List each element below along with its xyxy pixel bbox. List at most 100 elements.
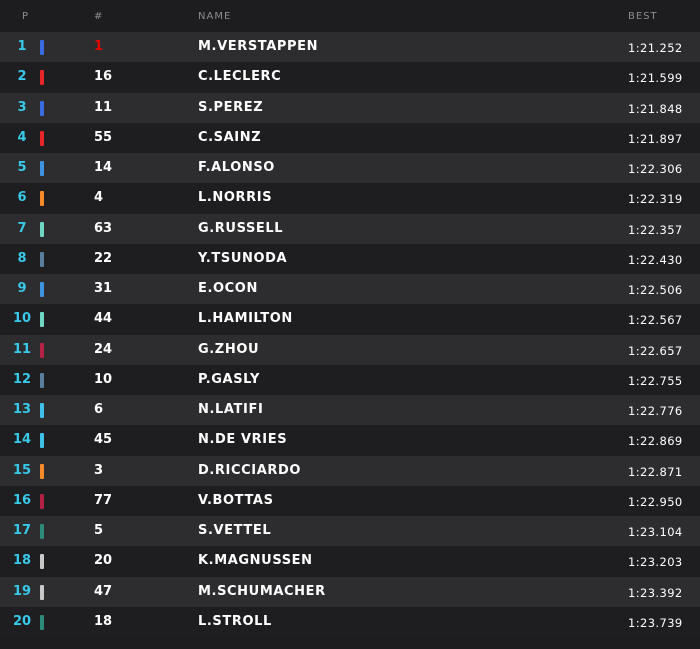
- table-row[interactable]: 9 31 E.OCON 1:22.506: [0, 274, 700, 305]
- table-row[interactable]: 17 5 S.VETTEL 1:23.104: [0, 516, 700, 547]
- driver-name-cell: C.SAINZ: [198, 129, 262, 145]
- driver-number-cell: 55: [94, 129, 113, 145]
- driver-name-cell: P.GASLY: [198, 371, 261, 387]
- table-row[interactable]: 3 11 S.PEREZ 1:21.848: [0, 92, 700, 123]
- table-row[interactable]: 12 10 P.GASLY 1:22.755: [0, 364, 700, 395]
- team-color-bar: [40, 463, 44, 479]
- team-color-bar: [40, 312, 44, 328]
- best-lap-time-cell: 1:22.869: [628, 434, 683, 449]
- best-lap-time-cell: 1:21.252: [628, 41, 683, 55]
- driver-number-cell: 11: [94, 99, 113, 115]
- position-cell: 16: [12, 492, 32, 508]
- table-row[interactable]: 15 3 D.RICCIARDO 1:22.871: [0, 455, 700, 486]
- driver-number-cell: 14: [94, 160, 113, 175]
- best-lap-time-cell: 1:23.203: [628, 555, 683, 570]
- header-best: BEST: [628, 11, 658, 22]
- team-color-bar: [40, 191, 44, 207]
- position-cell: 8: [17, 250, 27, 266]
- driver-number-cell: 10: [94, 371, 113, 387]
- driver-name-cell: L.NORRIS: [198, 190, 273, 206]
- best-lap-time-cell: 1:22.950: [628, 494, 683, 509]
- driver-number-cell: 6: [94, 402, 104, 417]
- table-row[interactable]: 6 4 L.NORRIS 1:22.319: [0, 183, 700, 214]
- driver-name-cell: D.RICCIARDO: [198, 462, 302, 478]
- team-color-bar: [40, 433, 44, 449]
- position-cell: 15: [12, 462, 32, 478]
- driver-number-cell: 20: [94, 553, 113, 569]
- position-cell: 2: [17, 69, 27, 85]
- position-cell: 3: [17, 99, 27, 115]
- position-cell: 13: [12, 402, 32, 417]
- table-row[interactable]: 10 44 L.HAMILTON 1:22.567: [0, 304, 700, 335]
- best-lap-time-cell: 1:22.567: [628, 313, 683, 328]
- driver-number-cell: 4: [94, 190, 104, 206]
- position-cell: 7: [17, 220, 27, 236]
- table-row[interactable]: 7 63 G.RUSSELL 1:22.357: [0, 213, 700, 244]
- position-cell: 18: [12, 553, 32, 569]
- team-color-bar: [40, 221, 44, 237]
- table-row[interactable]: 19 47 M.SCHUMACHER 1:23.392: [0, 576, 700, 607]
- best-lap-time-cell: 1:22.319: [628, 192, 683, 207]
- driver-name-cell: L.HAMILTON: [198, 311, 293, 327]
- driver-number-cell: 22: [94, 250, 113, 266]
- team-color-bar: [40, 524, 44, 539]
- best-lap-time-cell: 1:22.776: [628, 404, 683, 418]
- team-color-bar: [40, 251, 44, 267]
- team-color-bar: [40, 70, 44, 86]
- driver-name-cell: S.VETTEL: [198, 523, 272, 538]
- table-row[interactable]: 14 45 N.DE VRIES 1:22.869: [0, 425, 700, 456]
- team-color-bar: [40, 554, 44, 570]
- table-row[interactable]: 4 55 C.SAINZ 1:21.897: [0, 122, 700, 153]
- best-lap-time-cell: 1:22.755: [628, 373, 683, 388]
- driver-name-cell: E.OCON: [198, 281, 258, 296]
- table-row[interactable]: 8 22 Y.TSUNODA 1:22.430: [0, 243, 700, 274]
- table-row[interactable]: 20 18 L.STROLL 1:23.739: [0, 606, 700, 637]
- driver-number-cell: 77: [94, 492, 113, 508]
- driver-name-cell: G.ZHOU: [198, 341, 260, 357]
- table-row[interactable]: 13 6 N.LATIFI 1:22.776: [0, 395, 700, 426]
- driver-number-cell: 16: [94, 69, 113, 85]
- table-row[interactable]: 2 16 C.LECLERC 1:21.599: [0, 62, 700, 93]
- driver-number-cell: 31: [94, 281, 113, 296]
- team-color-bar: [40, 403, 44, 418]
- table-header: P # NAME BEST: [0, 0, 700, 32]
- best-lap-time-cell: 1:23.739: [628, 615, 683, 630]
- driver-number-cell: 44: [94, 311, 113, 327]
- position-cell: 6: [17, 190, 27, 206]
- best-lap-time-cell: 1:21.848: [628, 101, 683, 116]
- best-lap-time-cell: 1:22.357: [628, 222, 683, 237]
- driver-number-cell: 24: [94, 341, 113, 357]
- table-row[interactable]: 18 20 K.MAGNUSSEN 1:23.203: [0, 546, 700, 577]
- driver-name-cell: M.VERSTAPPEN: [198, 39, 319, 54]
- driver-name-cell: S.PEREZ: [198, 99, 264, 115]
- driver-number-cell: 47: [94, 583, 113, 599]
- driver-number-cell: 45: [94, 432, 113, 448]
- driver-name-cell: N.LATIFI: [198, 402, 264, 417]
- position-cell: 11: [12, 341, 32, 357]
- driver-name-cell: N.DE VRIES: [198, 432, 288, 448]
- team-color-bar: [40, 342, 44, 358]
- team-color-bar: [40, 282, 44, 297]
- table-row[interactable]: 1 1 M.VERSTAPPEN 1:21.252: [0, 32, 700, 63]
- position-cell: 20: [12, 613, 32, 629]
- best-lap-time-cell: 1:22.306: [628, 162, 683, 176]
- team-color-bar: [40, 584, 44, 600]
- best-lap-time-cell: 1:23.392: [628, 585, 683, 600]
- driver-number-cell: 5: [94, 523, 104, 538]
- position-cell: 17: [12, 523, 32, 538]
- best-lap-time-cell: 1:22.506: [628, 283, 683, 297]
- driver-number-cell: 3: [94, 462, 104, 478]
- team-color-bar: [40, 100, 44, 116]
- table-row[interactable]: 11 24 G.ZHOU 1:22.657: [0, 334, 700, 365]
- best-lap-time-cell: 1:22.430: [628, 252, 683, 267]
- table-row[interactable]: 5 14 F.ALONSO 1:22.306: [0, 153, 700, 184]
- position-cell: 1: [17, 39, 27, 54]
- team-color-bar: [40, 372, 44, 388]
- best-lap-time-cell: 1:21.599: [628, 71, 683, 86]
- header-number: #: [94, 11, 104, 22]
- best-lap-time-cell: 1:21.897: [628, 131, 683, 146]
- table-row[interactable]: 16 77 V.BOTTAS 1:22.950: [0, 485, 700, 516]
- position-cell: 14: [12, 432, 32, 448]
- driver-name-cell: G.RUSSELL: [198, 220, 284, 236]
- driver-name-cell: V.BOTTAS: [198, 492, 274, 508]
